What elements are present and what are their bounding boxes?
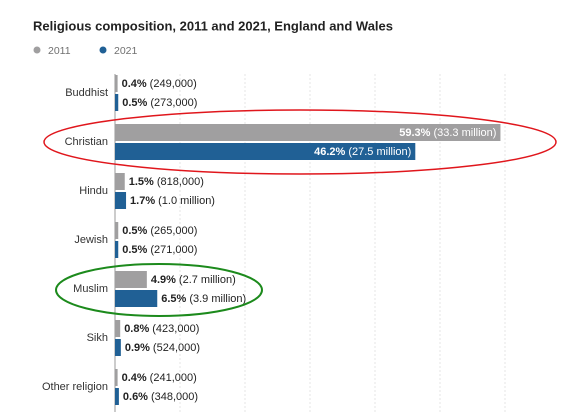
bar [115, 388, 119, 405]
value-percent: 0.5% [122, 97, 147, 109]
value-label: 0.5% (273,000) [122, 97, 197, 109]
value-label: 0.8% (423,000) [124, 323, 199, 335]
bar [115, 192, 127, 209]
bar [115, 94, 119, 111]
category-label: Jewish [74, 234, 108, 246]
legend-label: 2011 [48, 45, 71, 57]
bar [115, 290, 158, 307]
value-label: 0.9% (524,000) [125, 342, 200, 354]
value-percent: 0.5% [122, 244, 147, 256]
value-percent: 1.7% [130, 195, 155, 207]
value-label: 0.4% (249,000) [122, 78, 197, 90]
value-label: 1.5% (818,000) [129, 176, 204, 188]
chart-title: Religious composition, 2011 and 2021, En… [33, 18, 393, 33]
highlight-ellipse [43, 109, 557, 175]
value-percent: 0.6% [123, 391, 148, 403]
category-label: Buddhist [65, 87, 108, 99]
bar [115, 75, 118, 92]
value-label: 0.6% (348,000) [123, 391, 198, 403]
bar [115, 143, 416, 160]
legend-swatch [33, 46, 41, 54]
value-percent: 59.3% [399, 127, 430, 139]
value-count: (3.9 million) [189, 293, 246, 305]
bar [115, 369, 118, 386]
value-label: 59.3% (33.3 million) [399, 127, 496, 139]
value-label: 0.4% (241,000) [122, 372, 197, 384]
value-count: (249,000) [150, 78, 197, 90]
category-label: Hindu [79, 185, 108, 197]
value-percent: 0.4% [122, 372, 147, 384]
value-count: (265,000) [150, 225, 197, 237]
value-percent: 0.4% [122, 78, 147, 90]
category-label: Sikh [87, 332, 108, 344]
value-count: (33.3 million) [433, 127, 496, 139]
value-label: 0.5% (271,000) [122, 244, 197, 256]
highlight-ellipse [55, 263, 263, 317]
bar [115, 271, 147, 288]
bar [115, 339, 121, 356]
legend-swatch [99, 46, 107, 54]
bar [115, 320, 121, 337]
value-label: 46.2% (27.5 million) [314, 146, 411, 158]
value-count: (423,000) [152, 323, 199, 335]
value-count: (2.7 million) [179, 274, 236, 286]
value-count: (27.5 million) [348, 146, 411, 158]
value-percent: 6.5% [161, 293, 186, 305]
value-count: (818,000) [157, 176, 204, 188]
bar [115, 173, 125, 190]
category-label: Christian [65, 136, 108, 148]
value-label: 1.7% (1.0 million) [130, 195, 215, 207]
value-count: (271,000) [150, 244, 197, 256]
value-percent: 0.8% [124, 323, 149, 335]
bar [115, 124, 501, 141]
value-label: 0.5% (265,000) [122, 225, 197, 237]
value-count: (273,000) [150, 97, 197, 109]
legend-label: 2021 [114, 45, 138, 57]
value-percent: 1.5% [129, 176, 154, 188]
value-label: 6.5% (3.9 million) [161, 293, 246, 305]
bars: 0.4% (249,000)0.5% (273,000)59.3% (33.3 mil… [115, 75, 501, 405]
value-percent: 4.9% [151, 274, 176, 286]
value-label: 4.9% (2.7 million) [151, 274, 236, 286]
value-count: (348,000) [151, 391, 198, 403]
value-count: (241,000) [150, 372, 197, 384]
value-percent: 0.9% [125, 342, 150, 354]
value-percent: 0.5% [122, 225, 147, 237]
bar [115, 241, 119, 258]
value-count: (1.0 million) [158, 195, 215, 207]
value-percent: 46.2% [314, 146, 345, 158]
value-count: (524,000) [153, 342, 200, 354]
bar [115, 222, 119, 239]
category-label: Other religion [42, 381, 108, 393]
category-label: Muslim [73, 283, 108, 295]
